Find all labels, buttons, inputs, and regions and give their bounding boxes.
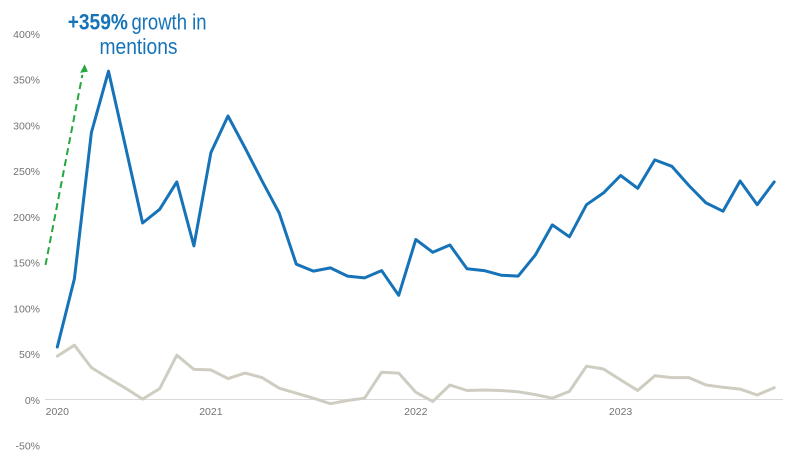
- svg-text:2022: 2022: [404, 406, 428, 418]
- svg-text:+359%: +359%: [68, 10, 128, 35]
- svg-text:2020: 2020: [46, 406, 70, 418]
- svg-text:350%: 350%: [13, 75, 40, 87]
- svg-text:0%: 0%: [25, 395, 40, 407]
- svg-text:50%: 50%: [19, 349, 40, 361]
- svg-text:growth in: growth in: [132, 10, 207, 35]
- svg-text:mentions: mentions: [100, 34, 178, 59]
- svg-text:300%: 300%: [13, 121, 40, 133]
- svg-text:100%: 100%: [13, 303, 40, 315]
- svg-text:2023: 2023: [609, 406, 633, 418]
- svg-text:2021: 2021: [199, 406, 223, 418]
- svg-text:200%: 200%: [13, 212, 40, 224]
- svg-text:250%: 250%: [13, 166, 40, 178]
- svg-text:150%: 150%: [13, 258, 40, 270]
- svg-text:-50%: -50%: [15, 441, 40, 453]
- svg-text:400%: 400%: [13, 29, 40, 41]
